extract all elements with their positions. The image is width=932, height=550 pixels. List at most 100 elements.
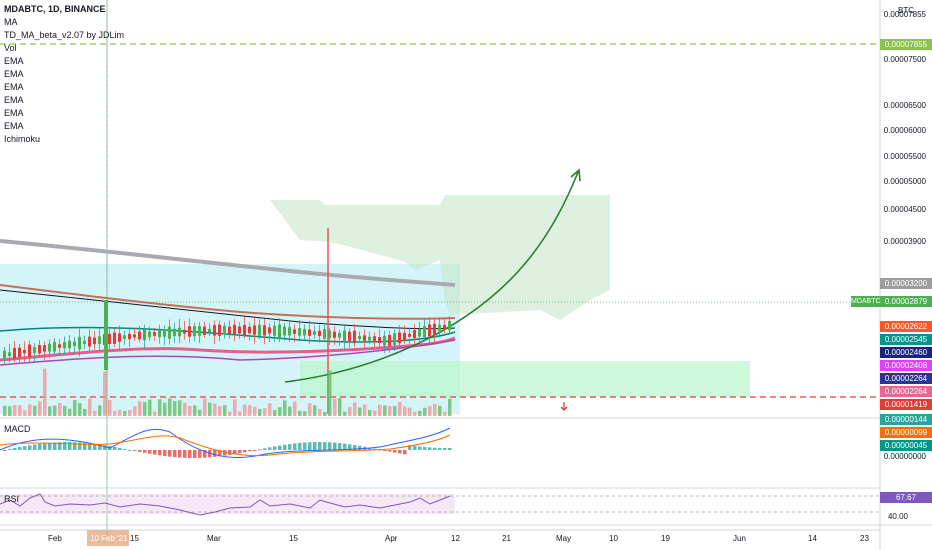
macd-histogram-bar	[283, 444, 287, 450]
volume-bar	[98, 405, 102, 416]
x-label: 23	[860, 534, 869, 543]
indicator-ma[interactable]: MA	[4, 17, 18, 27]
volume-bar	[183, 402, 187, 416]
macd-histogram-bar	[93, 443, 97, 450]
volume-bar	[33, 405, 37, 416]
macd-histogram-bar	[58, 442, 62, 450]
indicator-ema-1[interactable]: EMA	[4, 56, 24, 66]
price-tag: 0.00007855	[880, 39, 932, 50]
ma-black	[0, 289, 456, 330]
rsi-line	[0, 493, 451, 516]
indicator-ema-4[interactable]: EMA	[4, 95, 24, 105]
candle-body	[388, 334, 391, 346]
volume-bar	[333, 398, 337, 416]
volume-bar	[43, 368, 47, 416]
rsi-axis-value: 40.00	[887, 512, 908, 521]
rsi-value-tag: 67.67	[880, 492, 932, 503]
indicator-ema-2[interactable]: EMA	[4, 69, 24, 79]
volume-bar	[398, 401, 402, 416]
macd-histogram-bar	[88, 443, 92, 450]
indicator-ema-5[interactable]: EMA	[4, 108, 24, 118]
macd-histogram-bar	[288, 444, 292, 450]
macd-histogram-bar	[173, 450, 177, 458]
volume-bar	[53, 405, 57, 416]
volume-bar	[188, 405, 192, 416]
volume-bar	[203, 398, 207, 416]
candle-body	[433, 323, 436, 335]
volume-bar	[428, 406, 432, 416]
axis-price: 0.00004500	[883, 205, 926, 214]
indicator-legend[interactable]: MDABTC, 1D, BINANCE MA TD_MA_beta_v2.07 …	[4, 3, 124, 146]
indicator-ema-3[interactable]: EMA	[4, 82, 24, 92]
candle-body	[413, 330, 416, 339]
volume-bar	[28, 404, 32, 416]
macd-histogram-bar	[313, 442, 317, 450]
macd-histogram-bar	[383, 450, 387, 451]
volume-bar	[373, 410, 377, 416]
macd-histogram-bar	[448, 447, 452, 450]
macd-histogram-bar	[223, 450, 227, 456]
macd-histogram-bar	[63, 442, 67, 450]
indicator-ichimoku[interactable]: Ichimoku	[4, 134, 41, 144]
macd-histogram-bar	[323, 442, 327, 450]
volume-bar	[173, 400, 177, 416]
macd-histogram-bar	[168, 450, 172, 457]
macd-histogram-bar	[393, 450, 397, 453]
candle-body	[323, 329, 326, 339]
date-highlight	[87, 530, 129, 546]
indicator-ema-6[interactable]: EMA	[4, 121, 24, 131]
volume-bar	[73, 399, 77, 416]
candle-body	[298, 328, 301, 336]
candle-body	[398, 332, 401, 344]
candle-body	[423, 326, 426, 338]
candle-body	[133, 334, 136, 338]
volume-bar	[3, 405, 7, 416]
symbol-title[interactable]: MDABTC, 1D, BINANCE	[4, 4, 106, 14]
axis-price: 0.00006500	[883, 101, 926, 110]
candle-body	[313, 331, 316, 335]
candle-body	[428, 324, 431, 337]
price-tag: 0.00002545	[880, 334, 932, 345]
volume-bar	[448, 398, 452, 416]
macd-histogram-bar	[203, 450, 207, 458]
axis-price: 0.00006000	[883, 126, 926, 135]
macd-histogram-bar	[138, 450, 142, 452]
macd-label[interactable]: MACD	[4, 424, 31, 434]
macd-histogram-bar	[113, 446, 117, 450]
macd-histogram-bar	[193, 450, 197, 458]
macd-histogram-bar	[128, 449, 132, 451]
volume-bar	[368, 409, 372, 416]
volume-bar	[118, 409, 122, 416]
candle-body	[98, 336, 101, 344]
volume-bar	[128, 410, 132, 416]
volume-bar	[78, 403, 82, 416]
macd-histogram-bar	[388, 450, 392, 452]
macd-histogram-bar	[178, 450, 182, 458]
candle-body	[33, 347, 36, 353]
macd-histogram-bar	[358, 445, 362, 450]
macd-histogram-bar	[368, 447, 372, 450]
price-tag: 0.00002264	[880, 386, 932, 397]
volume-bar	[438, 405, 442, 416]
macd-histogram-bar	[28, 445, 32, 450]
indicator-vol[interactable]: Vol	[4, 43, 17, 53]
candle-body	[278, 324, 281, 338]
candle-body	[198, 326, 201, 336]
volume-bar	[88, 398, 92, 416]
candle-body	[213, 325, 216, 336]
indicator-td-ma[interactable]: TD_MA_beta_v2.07 by JDLim	[4, 30, 125, 40]
volume-bar	[223, 405, 227, 416]
volume-bar	[13, 405, 17, 416]
ema-teal	[0, 326, 456, 343]
macd-histogram-bar	[33, 444, 37, 450]
volume-bar	[93, 410, 97, 416]
down-arrow-icon	[560, 402, 568, 411]
macd-histogram-bar	[333, 442, 337, 450]
candle-body	[78, 336, 81, 350]
candle-body	[118, 333, 121, 342]
rsi-label[interactable]: RSI	[4, 494, 20, 504]
volume-bar	[263, 408, 267, 416]
volume-bar	[393, 406, 397, 416]
